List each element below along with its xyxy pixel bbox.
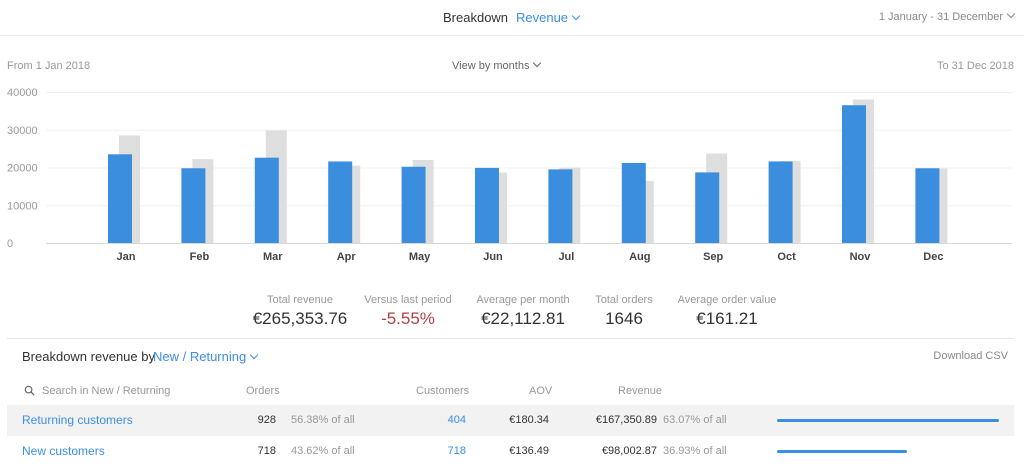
revenue-bar-chart: 0 10000 20000 30000 40000 Jan Feb Mar Apr May Jun J…	[7, 87, 1012, 263]
x-tick-label: Mar	[263, 251, 283, 263]
bar-current-period	[695, 172, 720, 243]
x-tick-label: Apr	[337, 251, 357, 263]
stat-value: 1646	[605, 309, 643, 328]
bar-current-period	[621, 162, 646, 243]
stat-value: €22,112.81	[481, 309, 565, 328]
aov-value: €180.34	[509, 414, 549, 426]
search-input[interactable]: Search in New / Returning	[42, 385, 171, 397]
section-divider	[7, 338, 1014, 339]
date-range-label: 1 January - 31 December	[878, 11, 1003, 23]
stat-label: Total orders	[595, 294, 653, 306]
customers-link[interactable]: 718	[447, 445, 466, 457]
orders-count: 718	[257, 445, 276, 457]
customers-link[interactable]: 404	[447, 414, 466, 426]
x-tick-label: Jan	[117, 251, 136, 263]
revenue-value: €98,002.87	[601, 445, 657, 457]
bar-current-period	[548, 169, 573, 243]
breakdown-label: Breakdown	[443, 10, 509, 25]
x-tick-label: May	[409, 251, 431, 263]
bar-current-period	[181, 168, 206, 243]
segment-link-new[interactable]: New customers	[22, 444, 105, 458]
chevron-down-icon	[533, 58, 542, 68]
bar-current-period	[475, 167, 499, 243]
y-tick-label: 0	[7, 238, 13, 250]
top-bar: Breakdown Revenue 1 January - 31 Decembe…	[0, 0, 1024, 36]
x-tick-label: Oct	[777, 251, 796, 263]
stat-average-per-month: Average per month €22,112.81	[468, 294, 578, 329]
bar-current-period	[768, 161, 793, 243]
stat-total-orders: Total orders 1646	[588, 294, 660, 329]
revenue-share: 36.93% of all	[663, 445, 727, 457]
revenue-share-bar	[777, 450, 907, 453]
bar-current-period	[842, 105, 866, 244]
stat-total-revenue: Total revenue €265,353.76	[245, 294, 355, 329]
stat-value: €161.21	[696, 309, 758, 328]
y-tick-label: 40000	[7, 87, 38, 99]
x-tick-label: Sep	[703, 251, 723, 263]
x-tick-label: Jun	[483, 251, 503, 263]
column-header-orders[interactable]: Orders	[246, 385, 280, 397]
stat-value: €265,353.76	[252, 309, 348, 328]
table-row: Returning customers 928 56.38% of all 40…	[7, 405, 1014, 436]
orders-share: 56.38% of all	[291, 414, 355, 426]
metric-dropdown[interactable]: Revenue	[516, 10, 581, 25]
revenue-share: 63.07% of all	[663, 414, 727, 426]
view-by-dropdown[interactable]: View by months	[452, 58, 542, 72]
orders-count: 928	[257, 414, 276, 426]
stat-label: Average order value	[677, 294, 777, 306]
stat-versus-last-period: Versus last period -5.55%	[358, 294, 458, 329]
download-csv-button[interactable]: Download CSV	[933, 350, 1008, 362]
breakdown-dimension-label: New / Returning	[153, 349, 247, 364]
chevron-down-icon	[1006, 9, 1016, 19]
stat-label: Total revenue	[266, 294, 334, 306]
stat-value: -5.55%	[381, 309, 435, 328]
bar-current-period	[108, 154, 132, 243]
aov-value: €136.49	[509, 445, 549, 457]
chevron-down-icon	[571, 11, 581, 21]
orders-share: 43.62% of all	[291, 445, 355, 457]
breakdown-title: Breakdown revenue by	[22, 349, 155, 364]
column-header-aov[interactable]: AOV	[529, 385, 553, 397]
bar-current-period	[328, 161, 353, 243]
bar-current-period	[254, 157, 279, 243]
period-start-label: From 1 Jan 2018	[7, 60, 91, 72]
view-by-label: View by months	[452, 60, 530, 72]
x-tick-label: Dec	[923, 251, 943, 263]
bar-current-period	[915, 168, 940, 243]
date-range-picker[interactable]: 1 January - 31 December	[878, 9, 1016, 23]
x-tick-label: Aug	[629, 251, 650, 263]
y-tick-label: 20000	[7, 163, 38, 175]
stat-average-order-value: Average order value €161.21	[672, 294, 782, 329]
x-tick-label: Jul	[558, 251, 574, 263]
period-end-label: To 31 Dec 2018	[936, 60, 1014, 72]
chevron-down-icon	[249, 350, 259, 360]
segment-link-returning[interactable]: Returning customers	[22, 413, 133, 427]
revenue-value: €167,350.89	[595, 414, 657, 426]
table-row: New customers 718 43.62% of all 718 €136…	[7, 436, 1014, 467]
revenue-share-bar	[777, 419, 999, 422]
metric-dropdown-label: Revenue	[516, 10, 569, 25]
stat-label: Average per month	[476, 294, 570, 306]
x-tick-label: Feb	[190, 251, 210, 263]
column-header-revenue[interactable]: Revenue	[618, 385, 663, 397]
y-tick-label: 30000	[7, 125, 38, 137]
bar-current-period	[401, 166, 426, 243]
x-tick-label: Nov	[850, 251, 872, 263]
y-tick-label: 10000	[7, 200, 38, 212]
column-header-customers[interactable]: Customers	[416, 385, 470, 397]
breakdown-dimension-dropdown[interactable]: New / Returning	[153, 349, 259, 364]
search-icon	[24, 385, 35, 396]
stat-label: Versus last period	[364, 294, 452, 306]
